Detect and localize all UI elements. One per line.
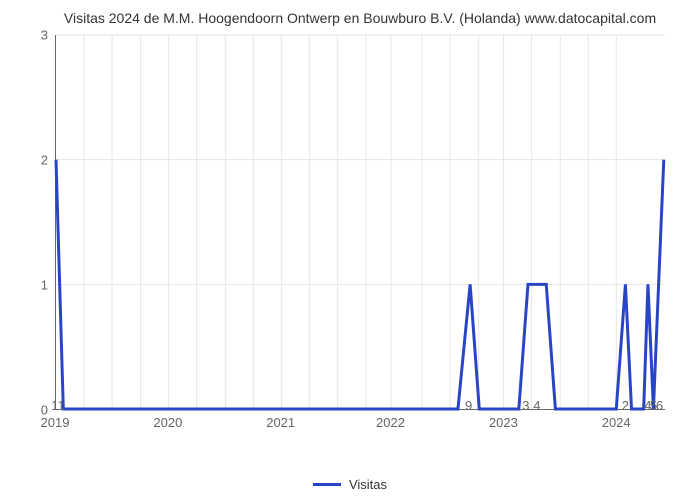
plot-area xyxy=(55,35,665,410)
y-tick-label: 1 xyxy=(41,278,48,293)
x-tick-label: 2019 xyxy=(41,415,70,430)
value-label: 9 xyxy=(465,398,472,413)
value-label: 3 xyxy=(522,398,529,413)
legend-item-visitas: Visitas xyxy=(313,477,387,492)
y-tick-label: 3 xyxy=(41,28,48,43)
value-label: 6 xyxy=(656,398,663,413)
x-tick-label: 2023 xyxy=(489,415,518,430)
legend-label: Visitas xyxy=(349,477,387,492)
x-tick-label: 2020 xyxy=(153,415,182,430)
x-tick-label: 2024 xyxy=(602,415,631,430)
value-label: 2 xyxy=(622,398,629,413)
x-tick-label: 2022 xyxy=(376,415,405,430)
line-series xyxy=(56,35,665,409)
visits-chart: Visitas 2024 de M.M. Hoogendoorn Ontwerp… xyxy=(40,10,680,440)
x-tick-label: 2021 xyxy=(266,415,295,430)
legend-swatch xyxy=(313,483,341,486)
chart-legend: Visitas xyxy=(0,473,700,492)
value-label: 4 xyxy=(533,398,540,413)
chart-title: Visitas 2024 de M.M. Hoogendoorn Ontwerp… xyxy=(40,10,680,26)
y-tick-label: 2 xyxy=(41,153,48,168)
value-label: 11 xyxy=(51,398,65,413)
